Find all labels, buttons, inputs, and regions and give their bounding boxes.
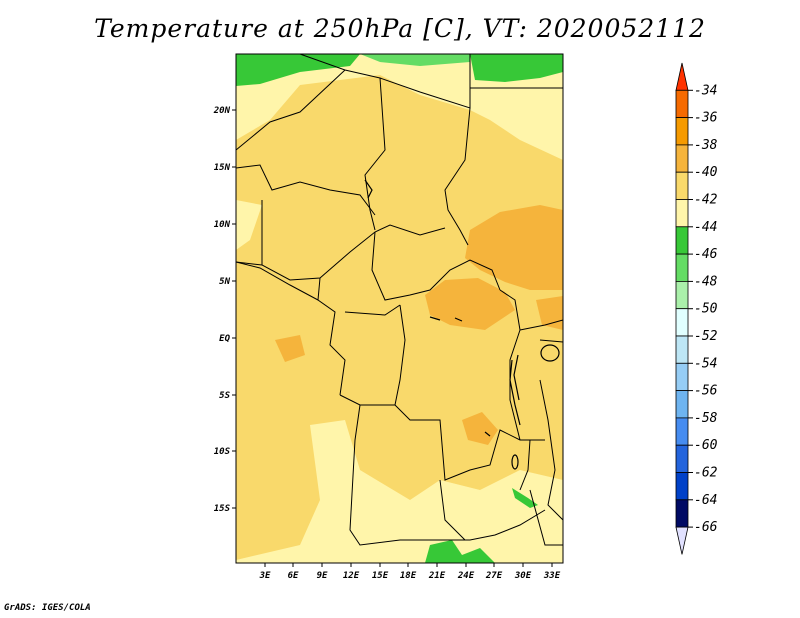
colorbar-segment xyxy=(675,526,689,555)
colorbar-label: -54 xyxy=(694,356,717,371)
colorbar-label: -48 xyxy=(694,274,718,289)
field-mid xyxy=(452,208,470,232)
colorbar-label: -62 xyxy=(694,466,718,481)
lon-label: 18E xyxy=(400,571,417,581)
lon-label: 3E xyxy=(259,571,271,581)
field-green-s xyxy=(425,540,495,563)
colorbar-label: -36 xyxy=(694,111,718,126)
map-title: Temperature at 250hPa [C], VT: 202005211… xyxy=(94,14,706,43)
colorbar-segment xyxy=(675,117,689,146)
lat-label: 10N xyxy=(214,220,231,230)
colorbar-segment xyxy=(675,199,689,228)
lon-label: 6E xyxy=(288,571,299,581)
lon-labels: 3E 6E 9E 12E 15E 18E 21E 24E 27E 30E 33E xyxy=(259,571,561,581)
field-warm-west xyxy=(275,335,305,362)
colorbar-segment xyxy=(675,280,689,310)
colorbar-label: -50 xyxy=(694,302,718,317)
colorbar-label: -34 xyxy=(694,83,717,98)
colorbar-segment xyxy=(675,144,689,173)
lat-label: 20N xyxy=(213,106,231,116)
colorbar-label: -44 xyxy=(694,220,717,235)
colorbar-label: -46 xyxy=(694,247,718,262)
lat-label: EQ xyxy=(219,334,230,344)
field-light-south xyxy=(236,420,563,563)
temperature-field xyxy=(236,54,563,563)
lon-label: 27E xyxy=(485,571,503,581)
colorbar-label: -42 xyxy=(694,193,718,208)
colorbar-segment xyxy=(675,499,689,528)
lat-label: 10S xyxy=(214,447,231,457)
field-warm-south xyxy=(462,412,498,445)
lon-label: 15E xyxy=(372,571,389,581)
field-green-ne xyxy=(470,54,563,82)
lon-axis xyxy=(264,563,553,567)
field-warm-central xyxy=(425,278,515,330)
lon-label: 24E xyxy=(457,571,475,581)
colorbar-label: -64 xyxy=(694,493,717,508)
field-light-west xyxy=(236,200,262,250)
colorbar-label: -52 xyxy=(694,329,718,344)
grads-credit: GrADS: IGES/COLA xyxy=(4,603,91,613)
colorbar-segment xyxy=(675,390,689,419)
colorbar-segment xyxy=(675,226,689,255)
lon-label: 9E xyxy=(317,571,328,581)
map-frame xyxy=(235,53,564,564)
field-green-se xyxy=(512,488,538,508)
lon-label: 30E xyxy=(514,571,532,581)
lat-label: 5N xyxy=(219,277,230,287)
field-green-n xyxy=(360,54,470,66)
field-light-north xyxy=(236,54,470,140)
colorbar-segment xyxy=(675,472,689,501)
lat-label: 15N xyxy=(214,163,231,173)
colorbar-labels: -34 -36 -38 -40 -42 -44 -46 -48 -50 -52 -54 -56 -58 -… xyxy=(688,83,718,535)
borders xyxy=(236,54,563,546)
field-green-nw xyxy=(236,54,360,86)
colorbar-segment xyxy=(675,417,689,446)
lon-label: 12E xyxy=(343,571,360,581)
colorbar-segment xyxy=(675,335,689,364)
lon-label: 21E xyxy=(428,571,446,581)
colorbar-segment xyxy=(675,308,689,337)
lakes xyxy=(364,179,560,470)
colorbar-segment xyxy=(675,62,689,91)
colorbar-label: -38 xyxy=(694,138,718,153)
colorbar-segment xyxy=(675,444,689,473)
colorbar-segment xyxy=(675,89,689,119)
colorbar-segment xyxy=(675,362,689,391)
colorbar-label: -60 xyxy=(694,438,718,453)
lat-axis xyxy=(232,109,236,509)
colorbar xyxy=(675,62,689,555)
colorbar-label: -58 xyxy=(694,411,718,426)
colorbar-segment xyxy=(675,171,689,200)
colorbar-label: -66 xyxy=(694,520,718,535)
colorbar-label: -56 xyxy=(694,384,718,399)
lat-label: 5S xyxy=(219,391,230,401)
lat-label: 15S xyxy=(214,504,231,514)
lat-labels: 20N 15N 10N 5N EQ 5S 10S 15S xyxy=(213,106,231,514)
colorbar-label: -40 xyxy=(694,165,718,180)
colorbar-segment xyxy=(675,253,689,282)
lon-label: 33E xyxy=(543,571,561,581)
